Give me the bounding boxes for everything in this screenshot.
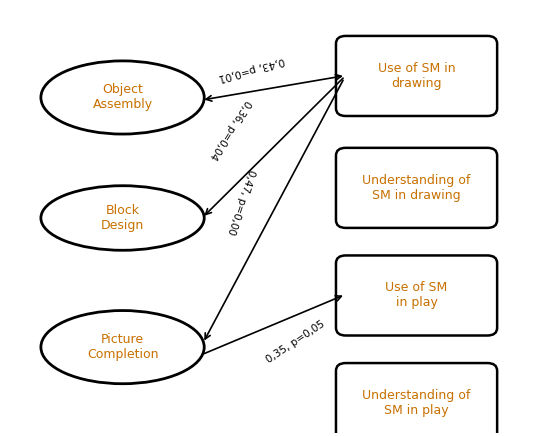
- Text: 0,35, p=0,05: 0,35, p=0,05: [265, 319, 327, 365]
- Text: Use of SM
in play: Use of SM in play: [386, 282, 448, 310]
- Text: Understanding of
SM in drawing: Understanding of SM in drawing: [362, 174, 471, 202]
- FancyArrowPatch shape: [205, 80, 343, 339]
- FancyArrowPatch shape: [206, 75, 341, 101]
- FancyArrowPatch shape: [206, 78, 343, 215]
- Text: 0,43, p=0,01: 0,43, p=0,01: [218, 54, 286, 82]
- Text: Block
Design: Block Design: [101, 204, 144, 232]
- Text: Understanding of
SM in play: Understanding of SM in play: [362, 389, 471, 417]
- Text: Picture
Completion: Picture Completion: [87, 333, 158, 361]
- FancyArrowPatch shape: [204, 296, 342, 354]
- Text: 0,47, p=0,00: 0,47, p=0,00: [226, 168, 256, 236]
- Text: Object
Assembly: Object Assembly: [92, 83, 152, 112]
- Text: Use of SM in
drawing: Use of SM in drawing: [378, 62, 455, 90]
- Text: 0,36, p=0,04: 0,36, p=0,04: [208, 98, 252, 161]
